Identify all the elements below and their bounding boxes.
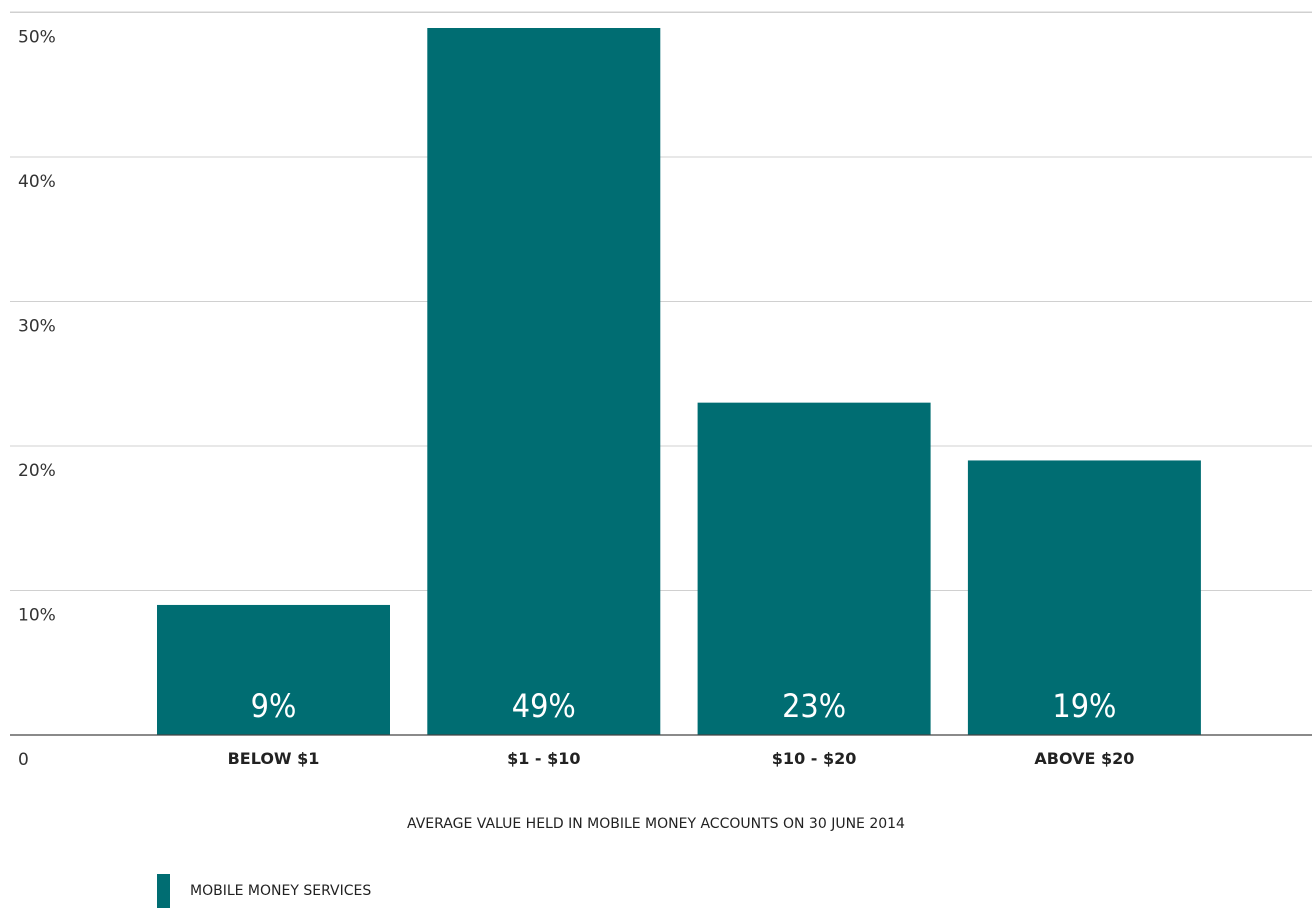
y-tick-label: 50% — [18, 28, 56, 48]
legend-swatch — [157, 874, 170, 908]
x-axis-ticks: BELOW $1 $1 - $10 $10 - $20 ABOVE $20 — [228, 749, 1135, 768]
bar — [697, 402, 931, 735]
y-tick-label: 40% — [18, 172, 56, 192]
x-tick-label: ABOVE $20 — [1034, 749, 1134, 768]
x-tick-label: BELOW $1 — [228, 749, 320, 768]
bar — [427, 28, 661, 735]
x-axis-title: AVERAGE VALUE HELD IN MOBILE MONEY ACCOU… — [407, 816, 905, 832]
data-label: 49% — [512, 687, 576, 725]
bars — [157, 28, 1201, 735]
bar-chart: 0 10% 20% 30% 40% 50% 9% 49% 23% 19% BELOW $1 $1 … — [10, 11, 1312, 771]
y-tick-label: 20% — [18, 461, 56, 481]
data-label: 19% — [1052, 687, 1116, 725]
legend-label: MOBILE MONEY SERVICES — [190, 883, 372, 899]
x-tick-label: $10 - $20 — [772, 749, 857, 768]
data-labels: 9% 49% 23% 19% — [251, 687, 1117, 725]
legend: MOBILE MONEY SERVICES — [157, 874, 371, 908]
y-tick-label: 10% — [18, 606, 56, 626]
data-label: 9% — [251, 687, 297, 725]
y-tick-label: 0 — [18, 750, 29, 770]
x-tick-label: $1 - $10 — [507, 749, 580, 768]
data-label: 23% — [782, 687, 846, 725]
y-tick-label: 30% — [18, 317, 56, 337]
y-axis-ticks: 0 10% 20% 30% 40% 50% — [18, 28, 56, 771]
bar — [967, 460, 1201, 735]
bar — [157, 604, 390, 735]
